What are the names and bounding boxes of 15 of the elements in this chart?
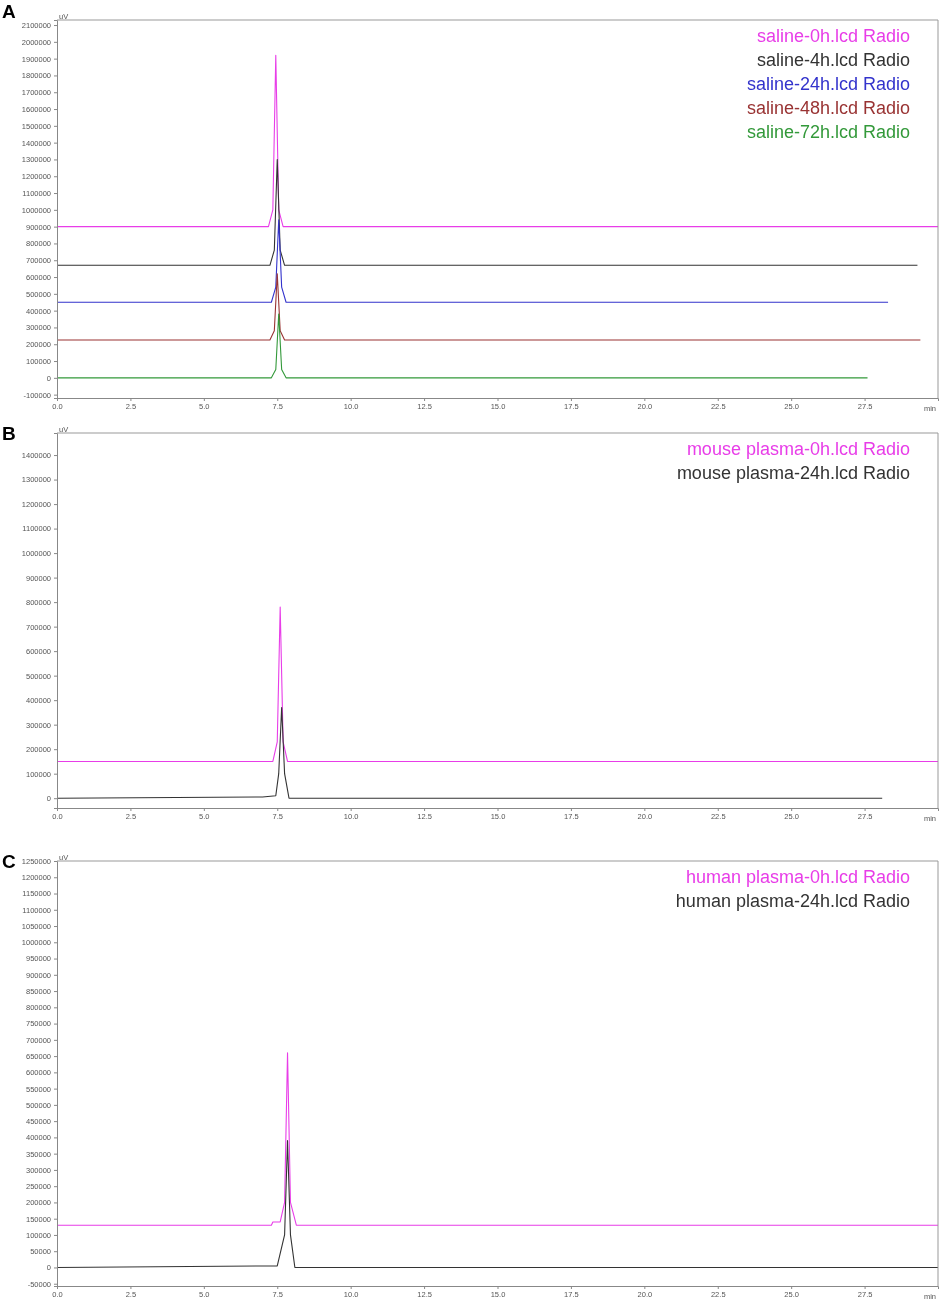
text: saline-4h.lcd Radio bbox=[756, 50, 910, 70]
text: human plasma-0h.lcd Radio bbox=[685, 867, 910, 887]
text: human plasma-24h.lcd Radio bbox=[675, 891, 910, 911]
line-series bbox=[56, 1140, 939, 1269]
text: mouse plasma-24h.lcd Radio bbox=[676, 463, 910, 483]
text: mouse plasma-0h.lcd Radio bbox=[686, 439, 910, 459]
chart-title: A bbox=[2, 1, 16, 22]
chart-title: B bbox=[2, 423, 16, 444]
text: saline-24h.lcd Radio bbox=[746, 74, 910, 94]
text: saline-0h.lcd Radio bbox=[756, 26, 910, 46]
text: saline-48h.lcd Radio bbox=[746, 98, 910, 118]
line-series bbox=[56, 706, 883, 799]
chart-title: C bbox=[2, 851, 16, 872]
line-series bbox=[56, 1052, 939, 1226]
text: saline-72h.lcd Radio bbox=[746, 122, 910, 142]
